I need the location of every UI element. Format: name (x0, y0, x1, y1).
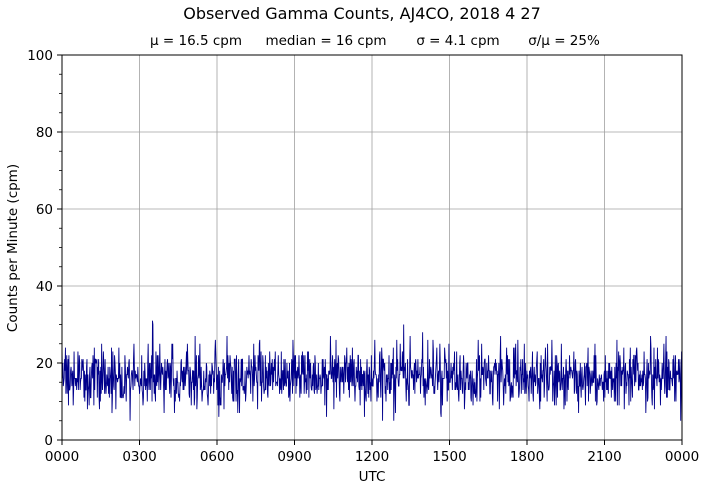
series-line (61, 320, 683, 421)
x-tick-label: 0600 (200, 449, 234, 465)
stat-mean: μ = 16.5 cpm (150, 33, 242, 49)
chart-title: Observed Gamma Counts, AJ4CO, 2018 4 27 (183, 4, 541, 23)
x-tick-label: 1800 (510, 449, 544, 465)
y-tick-label: 40 (36, 279, 53, 295)
stat-median: median = 16 cpm (265, 33, 386, 49)
x-tick-label: 2100 (587, 449, 621, 465)
x-tick-label: 1500 (432, 449, 466, 465)
y-tick-label: 20 (36, 356, 53, 372)
grid (62, 55, 682, 440)
y-tick-label: 60 (36, 202, 53, 218)
y-tick-label: 100 (27, 48, 53, 64)
x-axis-label: UTC (359, 469, 386, 485)
series-group (61, 320, 683, 421)
stat-cv: σ/μ = 25% (528, 33, 600, 49)
x-tick-label: 0300 (122, 449, 156, 465)
x-tick-label: 0000 (45, 449, 79, 465)
stat-sigma: σ = 4.1 cpm (416, 33, 499, 49)
x-tick-label: 0000 (665, 449, 699, 465)
y-tick-label: 0 (44, 433, 53, 449)
x-tick-label: 0900 (277, 449, 311, 465)
y-tick-label: 80 (36, 125, 53, 141)
y-axis-label: Counts per Minute (cpm) (5, 164, 21, 332)
x-tick-label: 1200 (355, 449, 389, 465)
axes: 0000 0300 0600 0900 1200 1500 1800 2100 00000204… (27, 48, 699, 465)
